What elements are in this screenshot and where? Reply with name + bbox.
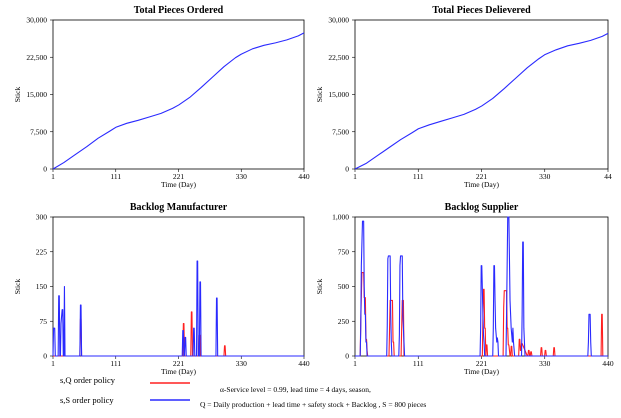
x-axis-label: Time (Day) [464,367,499,376]
chart-title: Backlog Manufacturer [130,202,228,213]
x-tick-label: 440 [602,359,614,368]
series-line-ss [52,260,304,357]
y-tick-label: 150 [36,282,48,291]
y-tick-label: 750 [338,247,350,256]
legend-label: s,S order policy [60,395,114,405]
x-tick-label: 221 [476,172,488,181]
legend-label: s,Q order policy [60,375,116,385]
plot-frame [52,19,305,170]
y-tick-label: 0 [43,165,47,174]
y-tick-label: 15,000 [328,90,349,99]
x-tick-label: 221 [173,172,185,181]
series-line-ss [355,216,608,357]
x-tick-label: 440 [298,359,310,368]
y-tick-label: 15,000 [26,90,47,99]
y-axis-label: Stick [315,87,324,103]
footnote: α-Service level = 0.99, lead time = 4 da… [200,385,426,409]
x-tick-label: 330 [539,359,551,368]
x-tick-label: 1 [353,172,357,181]
x-tick-label: 1 [353,359,357,368]
y-axis-label: Stick [13,279,22,295]
chart-panel-0: Total Pieces Ordered 0 7,500 15,000 22,500 30… [13,5,310,189]
x-axis-label: Time (Day) [161,367,196,376]
y-tick-label: 0 [345,165,349,174]
x-tick-label: 221 [173,359,185,368]
y-tick-label: 225 [36,247,48,256]
x-tick-label: 330 [236,359,248,368]
x-axis-label: Time (Day) [464,180,499,189]
x-tick-label: 221 [476,359,488,368]
x-tick-label: 111 [110,359,121,368]
chart-title: Backlog Supplier [445,202,519,213]
y-axis-label: Stick [315,279,324,295]
series-line-ss [354,32,609,170]
x-tick-label: 111 [413,359,424,368]
y-tick-label: 250 [338,317,350,326]
y-tick-label: 500 [338,282,350,291]
y-tick-label: 22,500 [26,53,47,62]
series-line-ss [52,32,305,170]
y-tick-label: 22,500 [328,53,349,62]
plot-frame [52,216,305,357]
plot-frame [354,19,609,170]
x-axis-label: Time (Day) [161,180,196,189]
y-tick-label: 30,000 [328,16,349,25]
y-tick-label: 0 [43,352,47,361]
footnote-line: α-Service level = 0.99, lead time = 4 da… [220,385,371,394]
y-tick-label: 7,500 [332,127,349,136]
chart-title: Total Pieces Delievered [432,5,531,16]
y-tick-label: 300 [36,213,48,222]
y-tick-label: 0 [345,352,349,361]
chart-title: Total Pieces Ordered [134,5,224,16]
x-tick-label: 111 [110,172,121,181]
y-axis-label: Stick [13,87,22,103]
x-tick-label: 44 [604,172,612,181]
footnote-line: Q = Daily production + lead time + safet… [200,400,426,409]
x-tick-label: 330 [539,172,551,181]
x-tick-label: 1 [51,359,55,368]
chart-panel-1: Total Pieces Delievered 0 7,500 15,000 22,50… [315,5,612,189]
y-tick-label: 75 [40,317,48,326]
x-tick-label: 111 [413,172,424,181]
series-line-sq [53,311,304,357]
x-tick-label: 330 [236,172,248,181]
x-tick-label: 1 [51,172,55,181]
legend: s,Q order policy s,S order policy [60,375,190,405]
y-tick-label: 30,000 [26,16,47,25]
y-tick-label: 7,500 [30,127,47,136]
x-tick-label: 440 [298,172,310,181]
y-tick-label: 1,000 [332,213,349,222]
